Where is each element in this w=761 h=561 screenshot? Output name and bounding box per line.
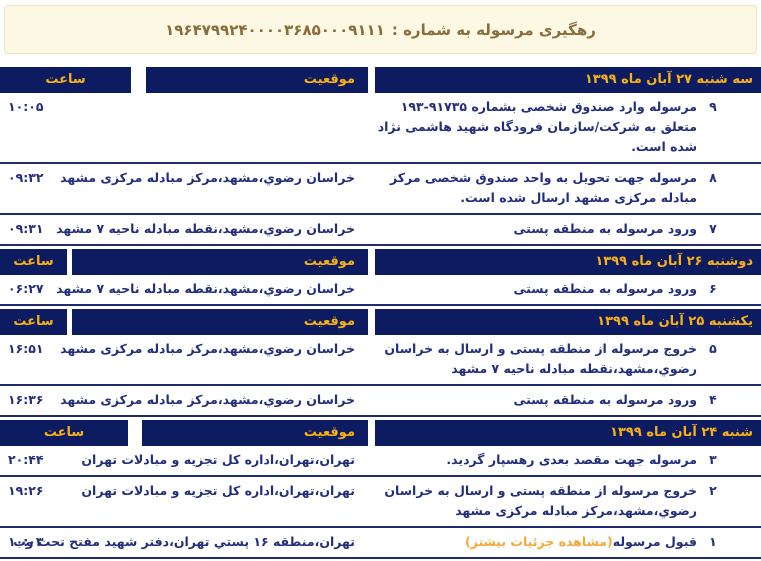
day-section-4: شنبه ۲۴ آبان ماه ۱۳۹۹ موقعیت ساعت ۳ مرسو… [0,420,761,559]
row-status: قبول مرسوله [612,534,697,549]
status-cell: ۲ خروج مرسوله از منطقه پستی و ارسال به خ… [375,481,761,521]
tracking-row: ۸ مرسوله جهت تحویل به واحد صندوق شخصی مر… [0,164,761,215]
section-date-header: یکشنبه ۲۵ آبان ماه ۱۳۹۹ [375,309,761,335]
location-column-header: موقعیت [72,249,368,275]
row-location: خراسان رضوي،مشهد،مرکز مبادله مرکزی مشهد [60,170,355,185]
header-gap [368,249,375,275]
status-cell: ۱ قبول مرسوله(مشاهده جزئیات بیشتر) [375,532,761,552]
tracking-banner: رهگیری مرسوله به شماره : ۱۹۶۴۷۹۹۲۴۰۰۰۰۳۶… [4,5,757,54]
status-cell: ۷ ورود مرسوله به منطقه پستی [375,219,761,239]
section-header-row: شنبه ۲۴ آبان ماه ۱۳۹۹ موقعیت ساعت [0,420,761,446]
row-time: ۱۰:۰۵ [8,99,44,114]
status-cell: ۴ ورود مرسوله به منطقه پستی [375,390,761,410]
row-number: ۸ [709,170,717,185]
day-section-2: دوشنبه ۲۶ آبان ماه ۱۳۹۹ موقعیت ساعت ۶ ور… [0,249,761,306]
row-time: ۱۰:۰۳ [8,534,44,549]
row-time: ۰۶:۲۷ [8,281,44,296]
tracking-row: ۷ ورود مرسوله به منطقه پستی خراسان رضوي،… [0,215,761,246]
row-status: مرسوله وارد صندوق شخصی بشماره ۹۱۷۳۵-۱۹۳ … [377,99,697,154]
row-number: ۵ [709,341,717,356]
row-location: تهران،منطقه ۱۶ پستي تهران،دفتر شهید مفتح… [13,534,355,549]
row-status: خروج مرسوله از منطقه پستی و ارسال به خرا… [384,341,697,376]
row-status: مرسوله جهت مقصد بعدی رهسپار گردید. [446,452,697,467]
section-date-header: دوشنبه ۲۶ آبان ماه ۱۳۹۹ [375,249,761,275]
section-header-row: دوشنبه ۲۶ آبان ماه ۱۳۹۹ موقعیت ساعت [0,249,761,275]
status-cell: ۳ مرسوله جهت مقصد بعدی رهسپار گردید. [375,450,761,470]
row-status: ورود مرسوله به منطقه پستی [513,392,697,407]
section-header-row: یکشنبه ۲۵ آبان ماه ۱۳۹۹ موقعیت ساعت [0,309,761,335]
section-date-header: شنبه ۲۴ آبان ماه ۱۳۹۹ [375,420,761,446]
row-location: تهران،تهران،اداره کل تجزیه و مبادلات تهر… [81,452,355,467]
row-status: ورود مرسوله به منطقه پستی [513,221,697,236]
row-time: ۰۹:۳۲ [8,170,44,185]
section-header-row: سه شنبه ۲۷ آبان ماه ۱۳۹۹ موقعیت ساعت [0,67,761,93]
more-details-link[interactable]: (مشاهده جزئیات بیشتر) [464,534,613,549]
row-status: ورود مرسوله به منطقه پستی [513,281,697,296]
day-section-3: یکشنبه ۲۵ آبان ماه ۱۳۹۹ موقعیت ساعت ۵ خر… [0,309,761,417]
header-gap [67,249,72,275]
row-location: خراسان رضوي،مشهد،نقطه مبادله ناحیه ۷ مشه… [56,281,355,296]
row-time: ۱۶:۵۱ [8,341,44,356]
header-gap [128,420,142,446]
status-cell: ۹ مرسوله وارد صندوق شخصی بشماره ۹۱۷۳۵-۱۹… [375,97,761,157]
tracking-row: ۳ مرسوله جهت مقصد بعدی رهسپار گردید. تهر… [0,446,761,477]
tracking-row: ۲ خروج مرسوله از منطقه پستی و ارسال به خ… [0,477,761,528]
row-location: خراسان رضوي،مشهد،مرکز مبادله مرکزی مشهد [60,392,355,407]
row-number: ۴ [709,392,717,407]
row-number: ۷ [709,221,717,236]
time-column-header: ساعت [0,249,67,275]
row-status: مرسوله جهت تحویل به واحد صندوق شخصی مرکز… [390,170,697,205]
time-column-header: ساعت [0,420,128,446]
row-location: خراسان رضوي،مشهد،نقطه مبادله ناحیه ۷ مشه… [56,221,355,236]
row-number: ۹ [709,99,717,114]
row-number: ۱ [709,534,717,549]
row-number: ۶ [709,281,717,296]
row-status: خروج مرسوله از منطقه پستی و ارسال به خرا… [384,483,697,518]
tracking-table: سه شنبه ۲۷ آبان ماه ۱۳۹۹ موقعیت ساعت ۹ م… [0,67,761,559]
tracking-row: ۶ ورود مرسوله به منطقه پستی خراسان رضوي،… [0,275,761,306]
location-column-header: موقعیت [146,67,368,93]
row-time: ۲۰:۴۴ [8,452,44,467]
tracking-row: ۹ مرسوله وارد صندوق شخصی بشماره ۹۱۷۳۵-۱۹… [0,93,761,164]
tracking-row: ۴ ورود مرسوله به منطقه پستی خراسان رضوي،… [0,386,761,417]
tracking-number: ۱۹۶۴۷۹۹۲۴۰۰۰۰۳۶۸۵۰۰۰۹۱۱۱ [165,20,385,39]
status-cell: ۵ خروج مرسوله از منطقه پستی و ارسال به خ… [375,339,761,379]
header-gap [67,309,72,335]
row-time: ۱۶:۳۶ [8,392,44,407]
row-time: ۱۹:۲۶ [8,483,44,498]
row-time: ۰۹:۳۱ [8,221,44,236]
tracking-row: ۵ خروج مرسوله از منطقه پستی و ارسال به خ… [0,335,761,386]
day-section-1: سه شنبه ۲۷ آبان ماه ۱۳۹۹ موقعیت ساعت ۹ م… [0,67,761,246]
header-gap [368,67,375,93]
time-column-header: ساعت [0,67,131,93]
row-location: تهران،تهران،اداره کل تجزیه و مبادلات تهر… [81,483,355,498]
row-number: ۲ [709,483,717,498]
row-number: ۳ [709,452,717,467]
section-date-header: سه شنبه ۲۷ آبان ماه ۱۳۹۹ [375,67,761,93]
status-cell: ۶ ورود مرسوله به منطقه پستی [375,279,761,299]
location-column-header: موقعیت [72,309,368,335]
status-cell: ۸ مرسوله جهت تحویل به واحد صندوق شخصی مر… [375,168,761,208]
row-status-with-link: قبول مرسوله(مشاهده جزئیات بیشتر) [375,532,697,552]
location-column-header: موقعیت [142,420,368,446]
header-gap [368,420,375,446]
tracking-banner-label: رهگیری مرسوله به شماره : [391,20,596,39]
tracking-row: ۱ قبول مرسوله(مشاهده جزئیات بیشتر) تهران… [0,528,761,559]
header-gap [131,67,146,93]
row-location: خراسان رضوي،مشهد،مرکز مبادله مرکزی مشهد [60,341,355,356]
header-gap [368,309,375,335]
time-column-header: ساعت [0,309,67,335]
